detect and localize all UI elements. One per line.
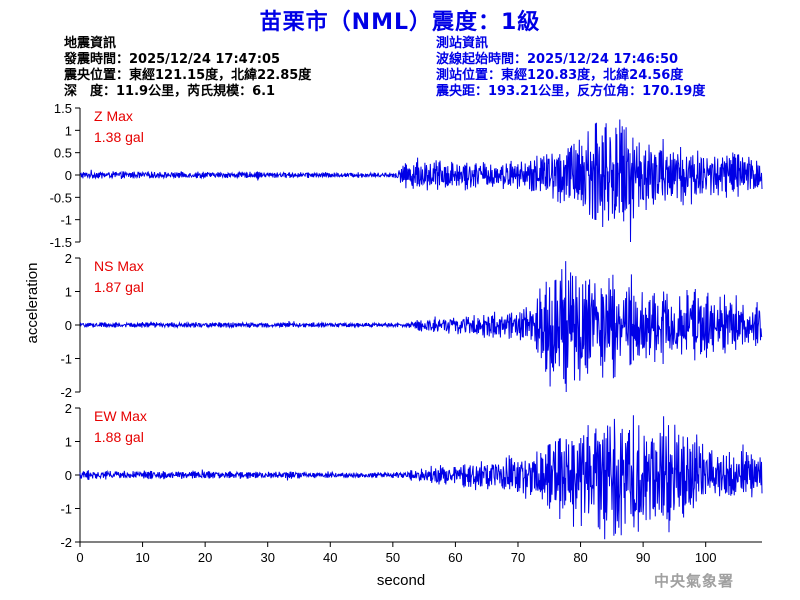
y-tick-label: -1.5 [50, 235, 72, 250]
y-tick-label: 1 [65, 123, 72, 138]
max-value: 1.87 gal [94, 279, 144, 295]
epicentral-distance: 震央距：193.21公里，反方位角：170.19度 [436, 84, 706, 99]
max-label: EW Max [94, 408, 147, 424]
y-tick-label: -1 [60, 352, 72, 367]
x-tick-label: 10 [135, 550, 149, 565]
y-axis-label: acceleration [24, 263, 41, 344]
y-tick-label: -0.5 [50, 190, 72, 205]
y-tick-label: -1 [60, 213, 72, 228]
x-tick-label: 20 [198, 550, 212, 565]
y-tick-label: 1 [65, 285, 72, 300]
x-tick-label: 80 [573, 550, 587, 565]
waveform-trace-ew [79, 415, 763, 540]
x-tick-label: 60 [448, 550, 462, 565]
station-info-heading: 測站資訊 [436, 36, 489, 51]
x-tick-label: 50 [386, 550, 400, 565]
y-tick-label: -2 [60, 535, 72, 550]
x-tick-label: 40 [323, 550, 337, 565]
max-value: 1.38 gal [94, 129, 144, 145]
chart-title: 苗栗市（NML）震度：1級 [259, 10, 541, 35]
x-axis-label: second [377, 572, 425, 589]
x-tick-label: 70 [511, 550, 525, 565]
station-location: 測站位置：東經120.83度，北緯24.56度 [436, 68, 684, 83]
max-value: 1.88 gal [94, 429, 144, 445]
y-tick-label: 0.5 [54, 146, 72, 161]
station-info: 測站資訊 波線起始時間：2025/12/24 17:46:50 測站位置：東經1… [436, 36, 705, 100]
x-tick-label: 0 [76, 550, 83, 565]
x-tick-label: 90 [636, 550, 650, 565]
y-tick-label: 2 [65, 251, 72, 266]
earthquake-info-heading: 地震資訊 [64, 36, 117, 51]
origin-time: 發震時間：2025/12/24 17:47:05 [64, 52, 281, 67]
panel-z: 1.5 1 0.5 0 -0.5 -1 -1.5 Z Max 1.38 gal [50, 101, 763, 250]
depth-magnitude: 深 度：11.9公里，芮氏規模：6.1 [64, 84, 276, 99]
max-label: Z Max [94, 108, 133, 124]
waveform-start-time: 波線起始時間：2025/12/24 17:46:50 [436, 52, 679, 67]
waveform-trace-ns [79, 261, 763, 393]
panel-ns: 2 1 0 -1 -2 NS Max 1.87 gal [60, 251, 763, 400]
y-tick-label: 1.5 [54, 101, 72, 116]
y-tick-label: 2 [65, 401, 72, 416]
y-tick-label: 1 [65, 435, 72, 450]
agency-watermark: 中央氣象署 [654, 572, 735, 590]
y-tick-label: -2 [60, 385, 72, 400]
y-tick-label: 0 [65, 168, 72, 183]
earthquake-info: 地震資訊 發震時間：2025/12/24 17:47:05 震央位置：東經121… [64, 36, 311, 100]
x-tick-label: 100 [695, 550, 717, 565]
panel-ew: 2 1 0 -1 -2 EW Max 1.88 gal [60, 401, 763, 550]
x-tick-label: 30 [260, 550, 274, 565]
max-label: NS Max [94, 258, 144, 274]
waveform-trace-z [79, 119, 763, 243]
y-tick-label: -1 [60, 502, 72, 517]
y-tick-label: 0 [65, 468, 72, 483]
y-tick-label: 0 [65, 318, 72, 333]
epicenter-location: 震央位置：東經121.15度，北緯22.85度 [64, 68, 312, 83]
